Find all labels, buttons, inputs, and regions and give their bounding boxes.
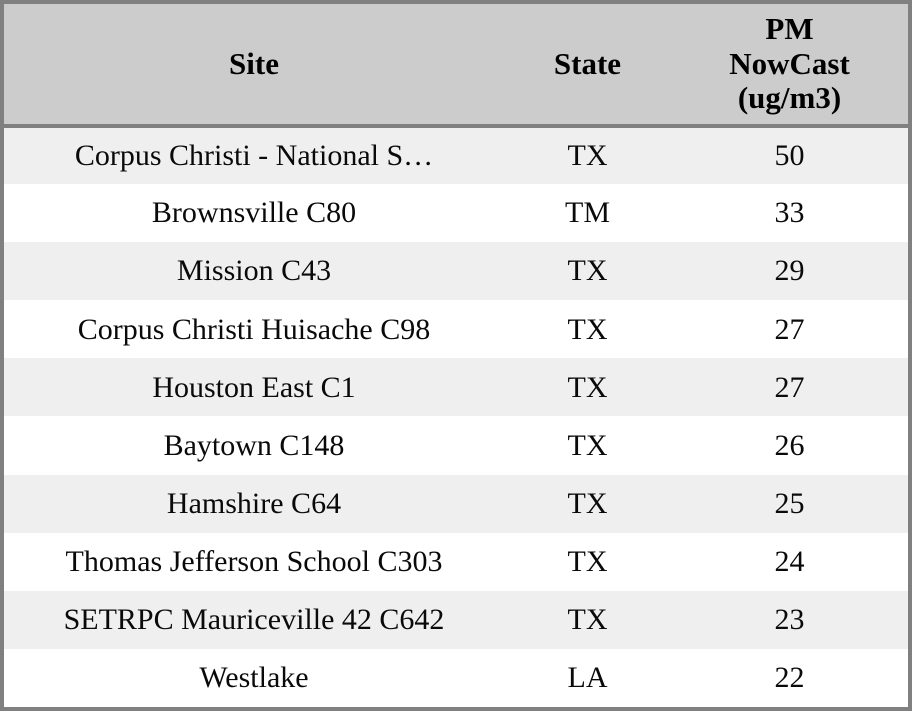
cell-state: TX — [567, 312, 608, 346]
table-row[interactable]: Houston East C1 TX 27 — [4, 358, 908, 417]
table-header: Site State PM NowCast (ug/m3) — [4, 4, 908, 128]
cell-pm-nowcast: 26 — [774, 428, 805, 462]
cell-state: TX — [567, 486, 608, 520]
cell-site: SETRPC Mauriceville 42 C642 — [63, 603, 445, 637]
cell-pm-nowcast: 23 — [774, 603, 805, 637]
table-row[interactable]: Corpus Christi - National S… TX 50 — [4, 126, 908, 185]
cell-state: TX — [567, 254, 608, 288]
pm-nowcast-table: Site State PM NowCast (ug/m3) Corpus Chr… — [4, 4, 908, 707]
cell-site: Houston East C1 — [152, 370, 356, 404]
column-header-site[interactable]: Site — [4, 4, 504, 128]
table-row[interactable]: Corpus Christi Huisache C98 TX 27 — [4, 300, 908, 359]
table-row[interactable]: Hamshire C64 TX 25 — [4, 474, 908, 533]
table-body: Corpus Christi - National S… TX 50 Brown… — [4, 126, 908, 707]
cell-pm-nowcast: 24 — [774, 544, 805, 578]
cell-state: TX — [567, 370, 608, 404]
cell-pm-nowcast: 33 — [774, 196, 805, 230]
cell-site: Corpus Christi Huisache C98 — [77, 312, 431, 346]
cell-state: LA — [567, 661, 608, 695]
cell-site: Mission C43 — [176, 254, 332, 288]
cell-state: TM — [565, 196, 610, 230]
table-row[interactable]: Brownsville C80 TM 33 — [4, 184, 908, 243]
column-header-pm-nowcast[interactable]: PM NowCast (ug/m3) — [671, 4, 908, 128]
cell-site: Westlake — [199, 661, 309, 695]
table-row[interactable]: Thomas Jefferson School C303 TX 24 — [4, 532, 908, 591]
cell-site: Corpus Christi - National S… — [74, 139, 434, 173]
cell-state: TX — [567, 603, 608, 637]
table-row[interactable]: Westlake LA 22 — [4, 648, 908, 707]
cell-pm-nowcast: 27 — [774, 312, 805, 346]
table-row[interactable]: SETRPC Mauriceville 42 C642 TX 23 — [4, 590, 908, 649]
table-row[interactable]: Baytown C148 TX 26 — [4, 416, 908, 475]
table-header-row: Site State PM NowCast (ug/m3) — [4, 4, 908, 128]
column-header-state[interactable]: State — [504, 4, 671, 128]
cell-state: TX — [567, 428, 608, 462]
cell-state: TX — [567, 139, 608, 173]
cell-site: Hamshire C64 — [166, 486, 342, 520]
table-row[interactable]: Mission C43 TX 29 — [4, 242, 908, 301]
cell-state: TX — [567, 544, 608, 578]
cell-pm-nowcast: 29 — [774, 254, 805, 288]
cell-site: Baytown C148 — [163, 428, 345, 462]
cell-site: Thomas Jefferson School C303 — [65, 544, 443, 578]
cell-pm-nowcast: 25 — [774, 486, 805, 520]
cell-pm-nowcast: 22 — [774, 661, 805, 695]
cell-pm-nowcast: 50 — [774, 139, 805, 173]
cell-pm-nowcast: 27 — [774, 370, 805, 404]
cell-site: Brownsville C80 — [151, 196, 357, 230]
